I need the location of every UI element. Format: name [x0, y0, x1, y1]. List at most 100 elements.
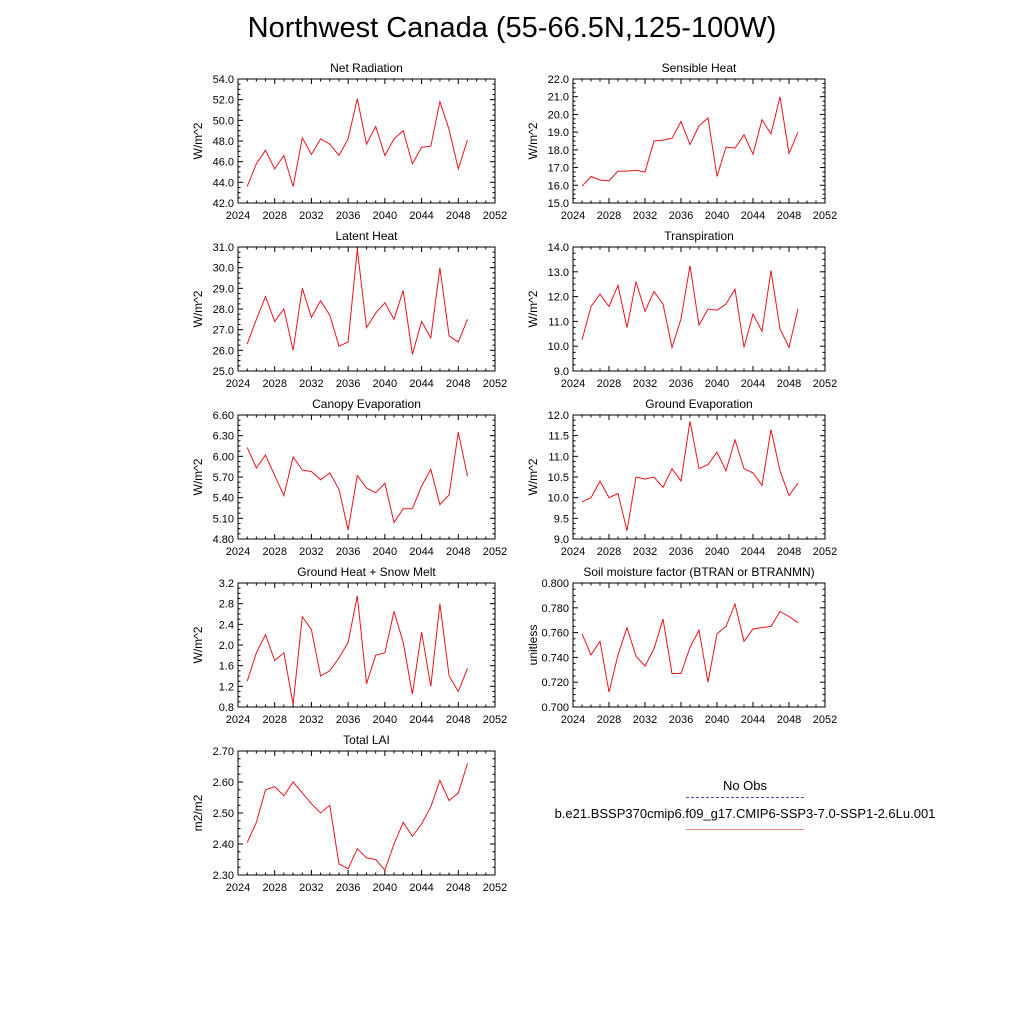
legend-case-line — [686, 829, 804, 830]
y-tick-label: 46.0 — [213, 157, 234, 169]
y-tick-label: 0.720 — [541, 677, 569, 689]
chart-panel: Soil moisture factor (BTRAN or BTRANMN) u… — [526, 565, 837, 726]
x-tick-label: 2028 — [597, 546, 621, 558]
y-axis-label: W/m^2 — [191, 290, 205, 327]
x-tick-label: 2052 — [483, 210, 507, 222]
y-tick-label: 10.0 — [548, 493, 569, 505]
x-tick-label: 2028 — [262, 210, 286, 222]
y-tick-label: 22.0 — [548, 74, 569, 86]
plot-frame — [237, 414, 496, 540]
legend-obs-label: No Obs — [722, 778, 768, 793]
y-axis-label: m2/m2 — [191, 794, 205, 831]
plot-frame — [237, 750, 496, 876]
x-tick-label: 2028 — [262, 882, 286, 894]
y-tick-label: 0.740 — [541, 652, 569, 664]
x-tick-label: 2024 — [226, 714, 250, 726]
y-tick-label: 0.780 — [541, 603, 569, 615]
x-tick-label: 2040 — [373, 546, 397, 558]
chart-panel: Sensible Heat W/m^2 2024 2028 2032 2036 2040 20… — [526, 61, 837, 222]
y-tick-label: 11.0 — [548, 451, 569, 463]
y-tick-label: 4.80 — [213, 534, 234, 546]
y-tick-label: 31.0 — [213, 242, 234, 254]
y-tick-label: 5.70 — [213, 472, 234, 484]
chart-title: Sensible Heat — [662, 61, 737, 75]
x-tick-label: 2052 — [483, 378, 507, 390]
y-tick-label: 0.800 — [541, 578, 569, 590]
x-tick-label: 2028 — [262, 714, 286, 726]
x-tick-label: 2028 — [262, 378, 286, 390]
x-tick-label: 2036 — [669, 378, 693, 390]
y-tick-label: 30.0 — [213, 263, 234, 275]
x-tick-label: 2048 — [446, 546, 470, 558]
y-tick-label: 3.2 — [219, 578, 234, 590]
page-title: Northwest Canada (55-66.5N,125-100W) — [247, 12, 777, 44]
y-tick-label: 10.5 — [548, 472, 569, 484]
x-tick-label: 2024 — [226, 546, 250, 558]
x-tick-label: 2052 — [813, 378, 837, 390]
x-tick-label: 2040 — [705, 714, 729, 726]
x-tick-label: 2044 — [741, 378, 765, 390]
y-tick-label: 6.60 — [213, 410, 234, 422]
y-tick-label: 9.0 — [554, 534, 569, 546]
x-tick-label: 2032 — [633, 714, 657, 726]
x-tick-label: 2048 — [446, 378, 470, 390]
legend: No Obs b.e21.BSSP370cmip6.f09_g17.CMIP6-… — [520, 778, 970, 830]
y-tick-label: 5.40 — [213, 493, 234, 505]
series-line — [246, 432, 468, 531]
chart-title: Net Radiation — [330, 61, 403, 75]
x-tick-label: 2040 — [373, 882, 397, 894]
y-tick-label: 26.0 — [213, 345, 234, 357]
y-tick-label: 1.6 — [219, 661, 234, 673]
legend-case-label: b.e21.BSSP370cmip6.f09_g17.CMIP6-SSP3-7.… — [554, 806, 936, 821]
x-tick-label: 2036 — [669, 714, 693, 726]
y-tick-label: 0.8 — [219, 702, 234, 714]
x-tick-label: 2052 — [483, 546, 507, 558]
y-tick-label: 12.0 — [548, 292, 569, 304]
x-tick-label: 2052 — [483, 882, 507, 894]
x-tick-label: 2036 — [336, 378, 360, 390]
y-axis-label: W/m^2 — [191, 458, 205, 495]
chart-panel: Net Radiation W/m^2 2024 2028 2032 2036 2040 20… — [191, 61, 507, 222]
chart-title: Ground Heat + Snow Melt — [297, 565, 436, 579]
x-tick-label: 2036 — [336, 714, 360, 726]
y-axis-label: W/m^2 — [526, 290, 540, 327]
x-tick-label: 2032 — [633, 546, 657, 558]
x-tick-label: 2024 — [561, 378, 585, 390]
legend-obs-line — [686, 797, 804, 798]
chart-panel: Transpiration W/m^2 2024 2028 2032 2036 2040 20… — [526, 229, 837, 390]
y-tick-label: 18.0 — [548, 145, 569, 157]
y-tick-label: 21.0 — [548, 92, 569, 104]
x-tick-label: 2044 — [409, 882, 433, 894]
series-line — [246, 98, 468, 187]
y-tick-label: 15.0 — [548, 198, 569, 210]
x-tick-label: 2032 — [299, 546, 323, 558]
y-tick-label: 2.60 — [213, 777, 234, 789]
x-tick-label: 2032 — [299, 378, 323, 390]
series-line — [581, 96, 799, 187]
x-tick-label: 2024 — [226, 210, 250, 222]
x-tick-label: 2040 — [373, 210, 397, 222]
x-tick-label: 2036 — [336, 546, 360, 558]
series-line — [581, 602, 799, 693]
x-tick-label: 2048 — [777, 210, 801, 222]
y-tick-label: 16.0 — [548, 180, 569, 192]
x-tick-label: 2036 — [669, 546, 693, 558]
x-tick-label: 2040 — [705, 546, 729, 558]
x-tick-label: 2048 — [446, 714, 470, 726]
y-tick-label: 54.0 — [213, 74, 234, 86]
y-tick-label: 44.0 — [213, 177, 234, 189]
series-line — [246, 763, 468, 872]
series-line — [246, 249, 468, 355]
x-tick-label: 2032 — [299, 714, 323, 726]
x-tick-label: 2044 — [409, 546, 433, 558]
y-tick-label: 9.0 — [554, 366, 569, 378]
x-tick-label: 2048 — [777, 546, 801, 558]
y-tick-label: 11.5 — [548, 431, 569, 443]
y-tick-label: 2.40 — [213, 839, 234, 851]
x-tick-label: 2040 — [705, 378, 729, 390]
y-tick-label: 10.0 — [548, 341, 569, 353]
x-tick-label: 2024 — [226, 378, 250, 390]
y-tick-label: 2.4 — [219, 619, 234, 631]
y-tick-label: 2.70 — [213, 746, 234, 758]
